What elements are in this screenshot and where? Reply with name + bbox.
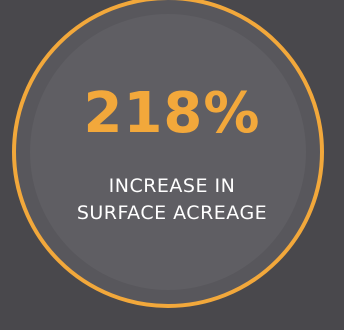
stat-caption: INCREASE IN SURFACE ACREAGE [0, 173, 344, 227]
stat-badge [12, 0, 324, 308]
stat-badge-inner [30, 14, 306, 290]
stat-caption-line1: INCREASE IN [108, 175, 236, 197]
stat-caption-line2: SURFACE ACREAGE [76, 202, 268, 224]
stat-value: 218% [83, 81, 261, 146]
